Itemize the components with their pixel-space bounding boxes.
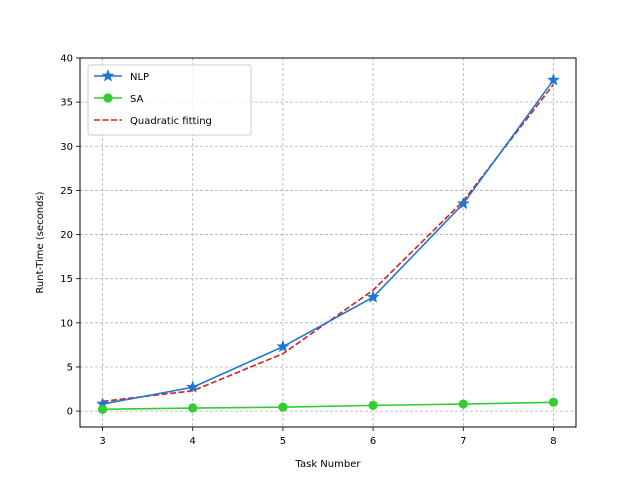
series-sa: [97, 397, 559, 414]
x-tick-label: 7: [460, 436, 466, 447]
y-tick-label: 20: [60, 230, 73, 241]
legend-item: NLP: [94, 69, 149, 83]
x-tick-label: 5: [280, 436, 286, 447]
y-axis-title: Runt-Time (seconds): [35, 191, 46, 293]
legend-marker: [103, 93, 113, 103]
legend-label: NLP: [130, 72, 149, 83]
data-point: [546, 73, 561, 86]
y-tick-label: 40: [60, 54, 73, 65]
series-group: [95, 73, 561, 414]
y-tick-label: 30: [60, 142, 73, 153]
legend-label: Quadratic fitting: [130, 116, 212, 127]
series-line: [102, 401, 554, 411]
legend: NLP SA Quadratic fitting: [87, 64, 252, 136]
legend-label: SA: [130, 94, 144, 105]
data-point: [188, 403, 198, 413]
data-point: [276, 339, 290, 353]
y-tick-label: 35: [60, 98, 73, 109]
legend-item: SA: [94, 93, 144, 105]
axes: 3 4 5 6 7 8 0 5 10 15 20 25 30 35 40: [60, 54, 556, 448]
data-point: [456, 196, 470, 210]
data-point: [278, 402, 288, 412]
x-tick-label: 3: [99, 436, 105, 447]
x-tick-label: 6: [370, 436, 376, 447]
data-point: [368, 400, 378, 410]
data-point: [458, 399, 468, 409]
series-nlp: [95, 73, 561, 410]
x-axis-title: Task Number: [295, 459, 362, 470]
y-tick-label: 25: [60, 186, 73, 197]
data-point: [366, 290, 380, 303]
legend-box: [87, 64, 252, 136]
y-tick-label: 15: [60, 274, 73, 285]
data-point: [97, 404, 108, 414]
y-tick-label: 0: [67, 407, 73, 418]
plot-frame: [79, 57, 577, 428]
series-line: [102, 79, 555, 405]
data-point: [548, 397, 559, 407]
legend-item: Quadratic fitting: [94, 116, 212, 127]
legend-marker: [101, 69, 115, 82]
data-point: [186, 380, 200, 393]
x-tick-label: 4: [190, 436, 196, 447]
x-tick-label: 8: [550, 436, 556, 447]
y-tick-label: 10: [60, 318, 73, 329]
y-tick-label: 5: [67, 362, 73, 373]
